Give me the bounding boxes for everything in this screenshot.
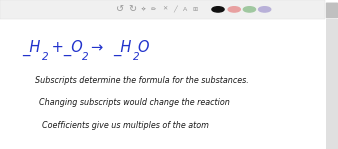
Text: _H: _H <box>113 40 131 56</box>
Text: ↺: ↺ <box>116 4 124 14</box>
Text: 2: 2 <box>42 52 49 62</box>
Text: ╱: ╱ <box>173 6 177 13</box>
Text: ✕: ✕ <box>162 7 167 12</box>
Text: Subscripts determine the formula for the substances.: Subscripts determine the formula for the… <box>35 76 249 85</box>
Text: _H: _H <box>22 40 40 56</box>
FancyBboxPatch shape <box>326 3 338 18</box>
Circle shape <box>259 7 271 12</box>
Text: →: → <box>91 40 103 55</box>
Text: O: O <box>138 40 149 55</box>
Text: ✧: ✧ <box>141 7 146 12</box>
Text: ⊞: ⊞ <box>193 7 198 12</box>
Text: +_O: +_O <box>47 40 82 56</box>
Text: Changing subscripts would change the reaction: Changing subscripts would change the rea… <box>39 98 230 107</box>
Text: ✏: ✏ <box>151 7 156 12</box>
Text: ↻: ↻ <box>128 4 137 14</box>
Circle shape <box>228 7 240 12</box>
Text: A: A <box>183 7 187 12</box>
Text: 2: 2 <box>82 52 89 62</box>
FancyBboxPatch shape <box>326 19 338 149</box>
Text: Coefficients give us multiples of the atom: Coefficients give us multiples of the at… <box>42 121 209 130</box>
Circle shape <box>212 7 224 12</box>
Circle shape <box>243 7 256 12</box>
FancyBboxPatch shape <box>0 0 325 19</box>
Text: 2: 2 <box>133 52 140 62</box>
